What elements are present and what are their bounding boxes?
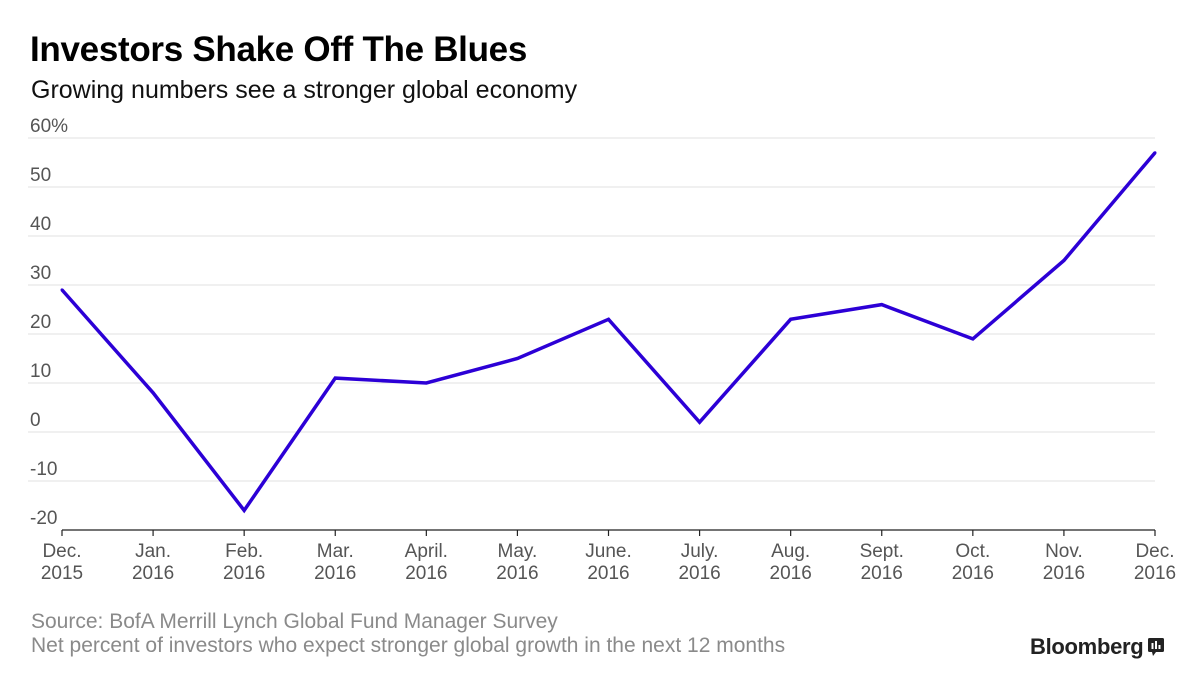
y-axis-ticks: 60% 50 40 30 20 10 0 -10 -20 [30,116,68,529]
x-tick-label: April. 2016 [405,541,448,584]
y-tick-label: 50 [30,165,51,186]
x-tick-month: Feb. [225,541,263,562]
y-tick-label: 30 [30,263,51,284]
x-tick-month: Aug. [771,541,810,562]
x-tick-month: July. [681,541,719,562]
x-tick-year: 2016 [132,563,174,584]
x-tick-label: July. 2016 [678,541,720,584]
x-tick-label: Jan. 2016 [132,541,174,584]
series-line [60,151,1157,514]
x-tick-month: April. [405,541,448,562]
data-point [698,420,702,424]
chart-subtitle: Growing numbers see a stronger global ec… [31,76,578,104]
x-tick-month: Jan. [135,541,171,562]
y-tick-label: 60% [30,116,68,137]
x-tick-year: 2016 [861,563,903,584]
data-point [789,317,793,321]
x-tick-year: 2016 [678,563,720,584]
data-point [1062,259,1066,262]
x-tick-label: Nov. 2016 [1043,541,1085,584]
x-tick-month: Dec. [1135,541,1174,562]
chart-title: Investors Shake Off The Blues [30,30,528,69]
x-tick-month: Oct. [955,541,990,562]
x-tick-month: Dec. [42,541,81,562]
x-tick-year: 2016 [770,563,812,584]
y-tick-label: 40 [30,214,51,235]
x-tick-month: Mar. [317,541,354,562]
data-point [607,317,610,321]
bloomberg-logo: Bloomberg [1030,634,1165,660]
grid-layer [28,137,1155,482]
data-point [880,303,884,307]
x-tick-label: Feb. 2016 [223,541,265,584]
x-tick-year: 2016 [587,563,629,584]
x-tick-month: Sept. [860,541,904,562]
data-point [60,288,64,292]
x-tick-label: Mar. 2016 [314,541,356,584]
x-tick-year: 2016 [405,563,447,584]
brand-name: Bloomberg [1030,634,1144,659]
y-tick-label: -20 [30,508,57,529]
x-tick-year: 2016 [223,563,265,584]
x-tick-label: May. 2016 [496,541,538,584]
footnote: Net percent of investors who expect stro… [31,634,786,657]
data-point [333,376,337,380]
y-tick-label: 20 [30,312,51,333]
x-tick-year: 2016 [1134,563,1176,584]
x-tick-label: Dec. 2015 [41,541,83,584]
y-tick-label: -10 [30,459,57,480]
y-tick-label: 0 [30,410,41,431]
x-tick-year: 2016 [314,563,356,584]
x-tick-year: 2016 [1043,563,1085,584]
data-point [1153,151,1157,155]
x-tick-label: Dec. 2016 [1134,541,1176,584]
x-tick-month: June. [585,541,631,562]
bloomberg-chart-icon [1148,638,1165,656]
x-tick-label: June. 2016 [585,541,631,584]
data-point [242,508,246,512]
data-point [515,357,519,360]
data-point [971,337,975,341]
x-tick-label: Oct. 2016 [952,541,994,584]
x-tick-label: Sept. 2016 [860,541,904,584]
y-tick-label: 10 [30,361,51,382]
x-tick-label: Aug. 2016 [770,541,812,584]
source-note: Source: BofA Merrill Lynch Global Fund M… [31,610,558,633]
x-tick-year: 2016 [496,563,538,584]
x-tick-month: Nov. [1045,541,1083,562]
x-tick-year: 2016 [952,563,994,584]
data-point [151,391,155,395]
data-point [424,381,428,385]
series-layer [60,151,1157,514]
x-tick-year: 2015 [41,563,83,584]
x-tick-month: May. [498,541,538,562]
